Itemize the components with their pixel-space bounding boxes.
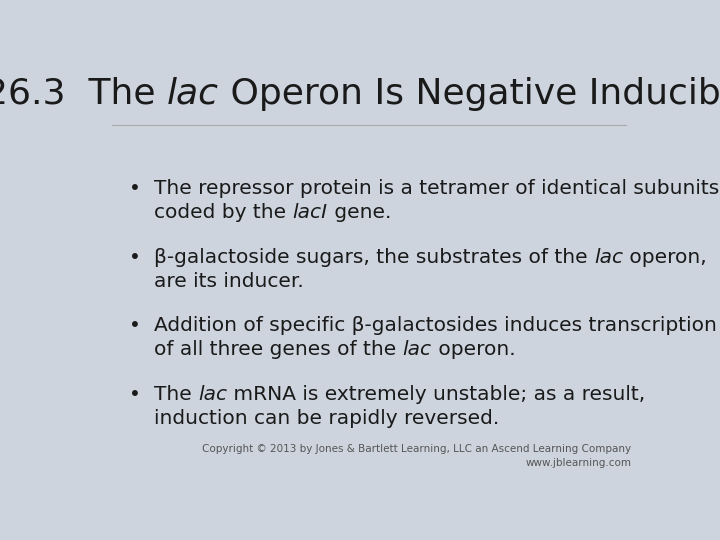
Text: induction can be rapidly reversed.: induction can be rapidly reversed. <box>154 409 500 428</box>
Text: are its inducer.: are its inducer. <box>154 272 304 291</box>
Text: •: • <box>129 385 141 404</box>
Text: coded by the: coded by the <box>154 203 292 222</box>
Text: operon.: operon. <box>432 340 516 359</box>
Text: •: • <box>129 248 141 267</box>
Text: Operon Is Negative Inducible: Operon Is Negative Inducible <box>219 77 720 111</box>
Text: lac: lac <box>198 385 228 404</box>
Text: Addition of specific β-galactosides induces transcription: Addition of specific β-galactosides indu… <box>154 316 717 335</box>
Text: operon,: operon, <box>624 248 707 267</box>
Text: of all three genes of the: of all three genes of the <box>154 340 402 359</box>
Text: mRNA is extremely unstable; as a result,: mRNA is extremely unstable; as a result, <box>228 385 646 404</box>
Text: lac: lac <box>402 340 432 359</box>
Text: The: The <box>154 385 198 404</box>
Text: lacI: lacI <box>292 203 328 222</box>
Text: lac: lac <box>594 248 624 267</box>
Text: The repressor protein is a tetramer of identical subunits: The repressor protein is a tetramer of i… <box>154 179 719 198</box>
Text: •: • <box>129 316 141 335</box>
Text: gene.: gene. <box>328 203 391 222</box>
Text: 26.3  The: 26.3 The <box>0 77 167 111</box>
Text: Copyright © 2013 by Jones & Bartlett Learning, LLC an Ascend Learning Company
ww: Copyright © 2013 by Jones & Bartlett Lea… <box>202 444 631 468</box>
Text: β-galactoside sugars, the substrates of the: β-galactoside sugars, the substrates of … <box>154 248 594 267</box>
Text: •: • <box>129 179 141 198</box>
Text: lac: lac <box>167 77 219 111</box>
